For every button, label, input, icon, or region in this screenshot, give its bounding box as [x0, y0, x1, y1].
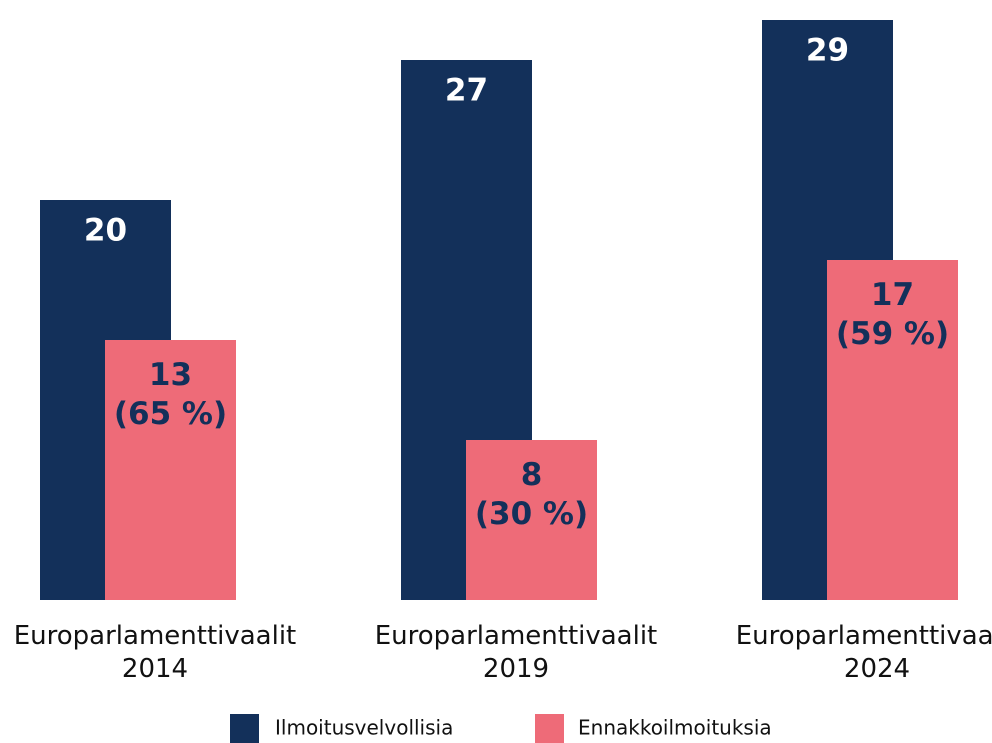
- value-label: 27: [445, 73, 488, 109]
- x-tick-label: Europarlamenttivaalit 2024: [736, 621, 992, 684]
- value-label: 17 (59 %): [836, 277, 949, 352]
- bar: [827, 260, 958, 600]
- value-label: 20: [84, 213, 127, 249]
- value-label: 8 (30 %): [475, 457, 588, 532]
- value-label: 13 (65 %): [114, 357, 227, 432]
- legend-label: Ilmoitusvelvollisia: [275, 716, 453, 740]
- bar: [466, 440, 597, 600]
- x-tick-label: Europarlamenttivaalit 2019: [375, 621, 658, 684]
- x-tick-label: Europarlamenttivaalit 2014: [14, 621, 297, 684]
- value-label: 29: [806, 33, 849, 69]
- legend-swatch: [230, 714, 259, 743]
- legend-swatch: [535, 714, 564, 743]
- legend-label: Ennakkoilmoituksia: [578, 716, 772, 740]
- bar: [105, 340, 236, 600]
